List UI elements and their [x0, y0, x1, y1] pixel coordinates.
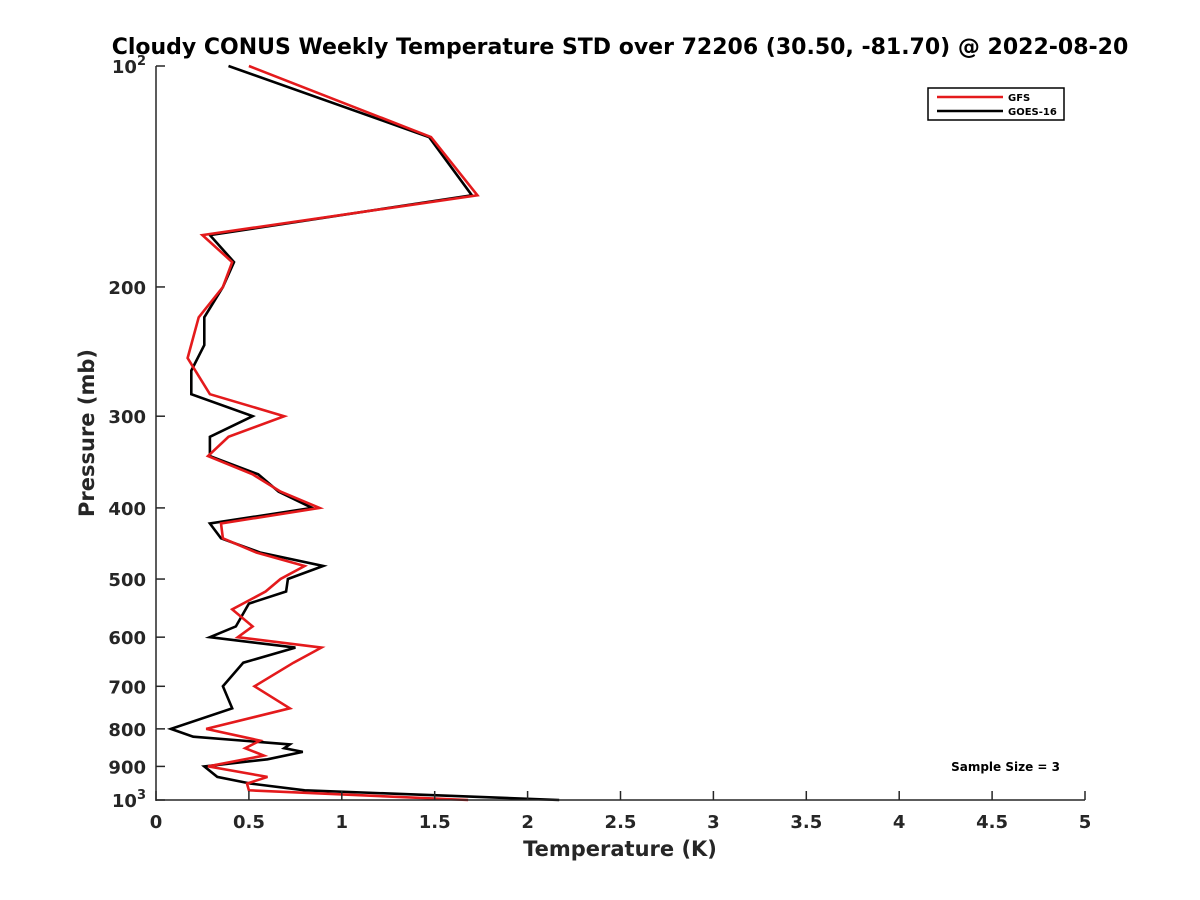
x-axis-label: Temperature (K): [523, 837, 717, 861]
y-tick-label: 300: [108, 407, 146, 428]
x-tick-label: 0: [150, 812, 163, 833]
y-tick-label: 102: [112, 54, 146, 78]
y-tick-label: 600: [108, 628, 146, 649]
x-tick-label: 4.5: [976, 812, 1008, 833]
series-line-gfs: [186, 64, 480, 802]
legend-label: GFS: [1008, 93, 1030, 104]
y-tick-label: 800: [108, 720, 146, 741]
legend: GFS GOES-16: [927, 87, 1065, 121]
y-tick-label: 900: [108, 757, 146, 778]
chart-title: Cloudy CONUS Weekly Temperature STD over…: [112, 35, 1129, 60]
x-tick-label: 4: [893, 812, 906, 833]
y-tick-label: 200: [108, 278, 146, 299]
y-axis-label: Pressure (mb): [75, 349, 99, 517]
x-tick-label: 1.5: [419, 812, 451, 833]
x-tick-label: 3.5: [790, 812, 822, 833]
y-tick-label: 103: [112, 788, 146, 812]
x-tick-label: 2.5: [605, 812, 637, 833]
sample-size-annotation: Sample Size = 3: [951, 760, 1060, 774]
x-tick-label: 0.5: [233, 812, 265, 833]
x-tick-label: 5: [1079, 812, 1092, 833]
series-line-goes-16: [166, 64, 560, 802]
y-tick-label: 500: [108, 570, 146, 591]
x-tick-label: 1: [336, 812, 349, 833]
plot-area: 0 0.5 1 1.5 2 2.5 3 3.5 4 4.5 5 102 200 300 400 500 600 7…: [108, 54, 1091, 833]
x-tick-label: 3: [707, 812, 720, 833]
y-tick-label: 700: [108, 677, 146, 698]
legend-label: GOES-16: [1008, 107, 1057, 118]
y-tick-label: 400: [108, 499, 146, 520]
x-tick-label: 2: [521, 812, 534, 833]
legend-box: [927, 87, 1065, 121]
